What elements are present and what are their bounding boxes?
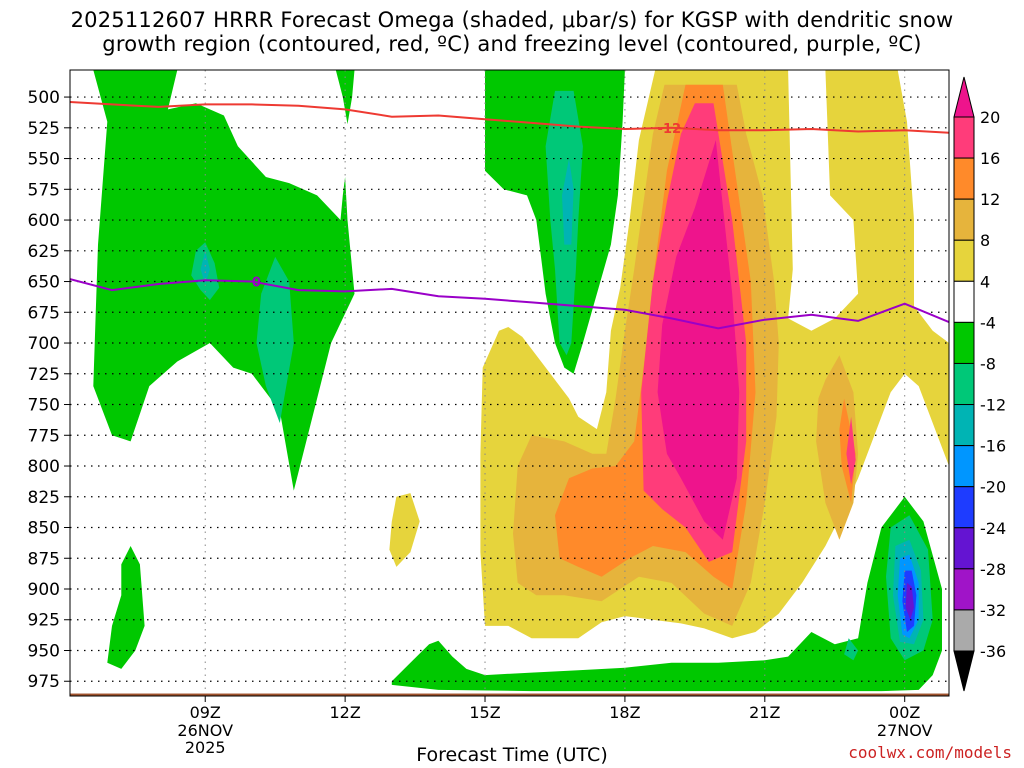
ytick-label-925: 925 (28, 611, 60, 631)
omega-region-10 (200, 250, 210, 284)
ytick-label-975: 975 (28, 672, 60, 692)
colorbar-bin-0 (953, 116, 975, 159)
chart-title: 2025112607 HRRR Forecast Omega (shaded, … (0, 8, 1024, 56)
freezing-level-line (70, 278, 949, 330)
ytick-label-725: 725 (28, 365, 60, 385)
colorbar-bin-8 (953, 445, 975, 488)
colorbar-bin-3 (953, 239, 975, 282)
ytick-label-950: 950 (28, 641, 60, 661)
colorbar-bottom-arrow (953, 650, 975, 692)
colorbar-top-arrow (953, 76, 975, 118)
xtick-label-15Z: 15Z (469, 703, 500, 722)
ytick-label-575: 575 (28, 180, 60, 200)
colorbar-bin-1 (953, 157, 975, 200)
omega-region-3 (107, 546, 145, 669)
dgz-top-label: -12 (658, 122, 682, 137)
xtick-label-18Z: 18Z (609, 703, 640, 722)
dgz-top-line (70, 101, 949, 134)
colorbar-label--16: -16 (980, 437, 1006, 456)
ytick-label-675: 675 (28, 303, 60, 323)
xtick-sublabel-2025: 2025 (185, 738, 226, 757)
colorbar-label--12: -12 (980, 396, 1006, 415)
colorbar-label--36: -36 (980, 642, 1006, 661)
plot-frame (69, 69, 950, 697)
colorbar-bin-7 (953, 404, 975, 447)
ytick-label-850: 850 (28, 519, 60, 539)
omega-region-15 (905, 582, 914, 620)
colorbar-bin-11 (953, 568, 975, 611)
omega-region-24 (657, 140, 740, 540)
ytick-label-625: 625 (28, 242, 60, 262)
freezing-level-label: 0 (252, 276, 261, 291)
xtick-label-21Z: 21Z (749, 703, 780, 722)
xtick-label-00Z: 00Z (889, 703, 920, 722)
colorbar-label-12: 12 (980, 190, 1000, 209)
colorbar-label--20: -20 (980, 478, 1006, 497)
omega-region-19 (816, 355, 859, 540)
title-line-1: 2025112607 HRRR Forecast Omega (shaded, … (70, 8, 954, 32)
title-line-2: growth region (contoured, red, ºC) and f… (102, 32, 922, 56)
omega-region-11 (562, 158, 574, 245)
ytick-label-750: 750 (28, 396, 60, 416)
colorbar-bin-6 (953, 362, 975, 406)
colorbar-bin-5 (953, 321, 975, 364)
xtick-label-09Z: 09Z (190, 703, 221, 722)
colorbar-label--32: -32 (980, 601, 1006, 620)
ytick-label-825: 825 (28, 488, 60, 508)
colorbar-bin-12 (953, 609, 975, 652)
colorbar-label--28: -28 (980, 560, 1006, 579)
ytick-label-525: 525 (28, 119, 60, 139)
ytick-label-500: 500 (28, 88, 60, 108)
ytick-label-650: 650 (28, 273, 60, 293)
omega-region-9 (844, 638, 859, 661)
colorbar-label--4: -4 (980, 313, 996, 332)
colorbar-label-8: 8 (980, 231, 990, 250)
colorbar-label-4: 4 (980, 272, 990, 291)
ytick-label-875: 875 (28, 549, 60, 569)
colorbar-label-20: 20 (980, 108, 1000, 127)
xtick-label-12Z: 12Z (329, 703, 360, 722)
colorbar-label--24: -24 (980, 519, 1006, 538)
ytick-label-900: 900 (28, 580, 60, 600)
ytick-label-775: 775 (28, 426, 60, 446)
omega-region-6 (256, 256, 294, 423)
colorbar-label--8: -8 (980, 354, 996, 373)
omega-region-23 (846, 416, 856, 485)
colorbar-bin-2 (953, 198, 975, 241)
credit-text: coolwx.com/models (848, 743, 1012, 762)
x-axis-label: Forecast Time (UTC) (416, 744, 608, 766)
colorbar-bin-4 (953, 280, 975, 323)
xtick-sublabel-27NOV: 27NOV (877, 721, 933, 740)
ytick-label-700: 700 (28, 334, 60, 354)
ytick-label-600: 600 (28, 211, 60, 231)
colorbar-bin-10 (953, 527, 975, 570)
colorbar-bin-9 (953, 486, 975, 529)
omega-region-17 (389, 493, 420, 567)
ground-strip (70, 693, 949, 696)
colorbar-label-16: 16 (980, 149, 1000, 168)
omega-region-4 (391, 496, 942, 692)
ytick-label-550: 550 (28, 150, 60, 170)
ytick-label-800: 800 (28, 457, 60, 477)
xtick-sublabel-26NOV: 26NOV (177, 721, 233, 740)
